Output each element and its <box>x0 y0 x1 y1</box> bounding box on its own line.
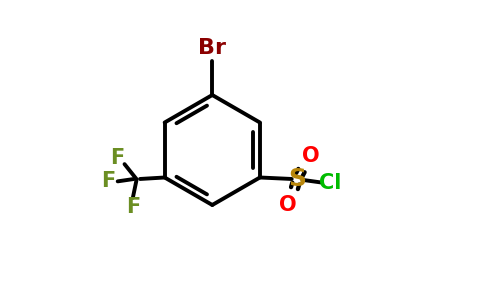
Text: O: O <box>279 194 297 214</box>
Text: Br: Br <box>198 38 227 58</box>
Text: F: F <box>127 196 141 217</box>
Text: Cl: Cl <box>319 173 342 194</box>
Text: F: F <box>110 148 125 168</box>
Text: S: S <box>288 167 306 191</box>
Text: O: O <box>302 146 319 166</box>
Text: F: F <box>101 171 115 191</box>
